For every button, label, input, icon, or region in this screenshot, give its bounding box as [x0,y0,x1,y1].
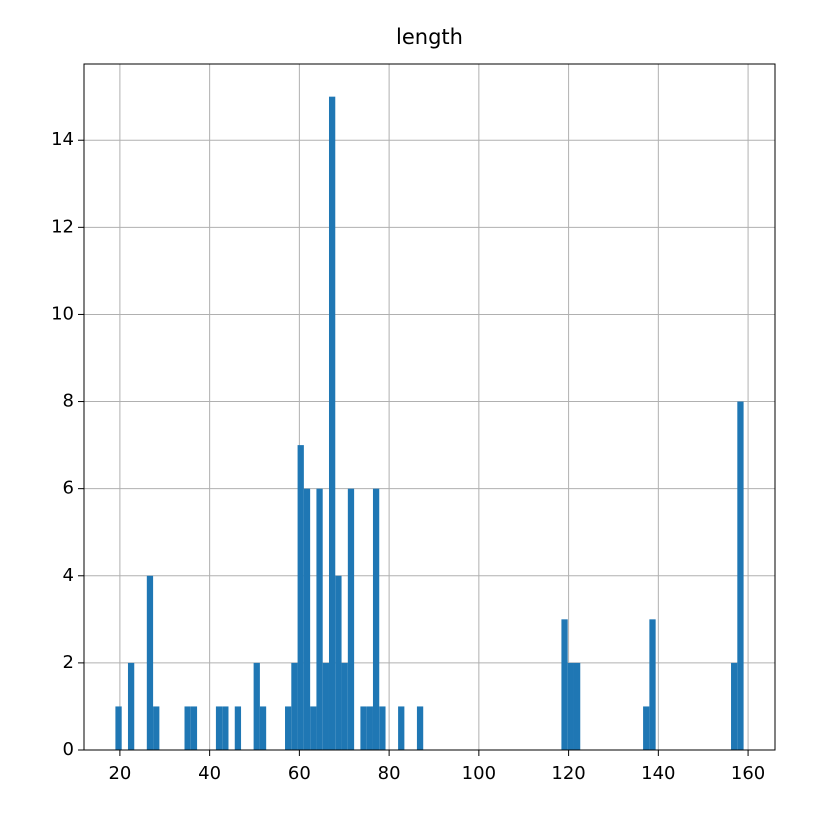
bar [649,619,656,750]
x-tick-label: 100 [462,763,496,784]
x-tick-label: 60 [288,763,311,784]
bar [731,662,738,750]
bar [416,706,424,750]
bar [146,575,154,750]
bar [643,706,650,750]
bar [366,706,373,750]
bar [341,662,348,750]
x-tick-label: 20 [108,763,131,784]
bar [222,706,229,750]
bar [573,662,581,750]
bar [190,706,198,750]
x-tick-label: 80 [378,763,401,784]
bar [322,662,329,750]
bar [259,706,267,750]
x-tick-label: 140 [641,763,675,784]
bar [379,706,386,750]
bar [310,706,317,750]
y-tick-label: 2 [63,652,74,673]
bar [567,662,574,750]
bar [561,619,568,750]
bar [372,488,380,750]
bar [285,706,292,750]
chart-title: length [396,25,463,49]
y-tick-label: 4 [63,565,74,586]
x-tick-label: 40 [198,763,221,784]
bar [215,706,223,750]
bar [335,575,342,750]
bar [297,445,304,750]
y-tick-label: 8 [63,391,74,412]
y-tick-label: 12 [51,216,74,237]
bar [398,706,405,750]
x-tick-label: 160 [731,763,765,784]
bar [737,401,744,750]
x-tick-label: 120 [551,763,585,784]
bar [127,662,135,750]
bar [347,488,355,750]
y-tick-label: 10 [51,303,74,324]
bar [184,706,191,750]
y-tick-label: 6 [63,478,74,499]
bar [253,662,260,750]
y-tick-label: 0 [63,739,74,760]
bar [291,662,298,750]
y-tick-label: 14 [51,129,74,150]
bar [303,488,311,750]
bar [328,96,336,750]
plot-frame [83,63,776,751]
bar [316,488,323,750]
bar [234,706,242,750]
bar [153,706,160,750]
bar [115,706,122,750]
bar [360,706,367,750]
